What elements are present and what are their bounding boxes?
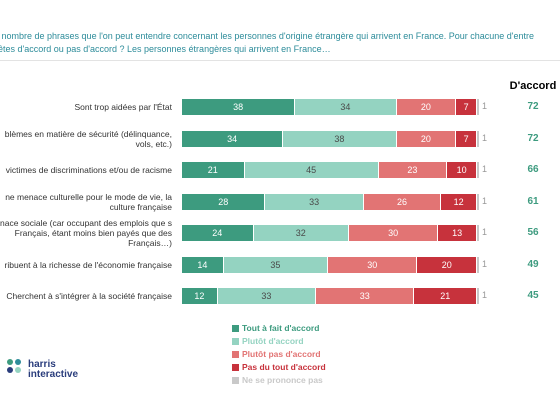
bar-segment: 7 (456, 99, 477, 115)
category-label: Sont trop aidées par l'État (74, 102, 172, 112)
bar-segment: 33 (217, 288, 316, 304)
logo-text: harris (28, 359, 56, 370)
bar-segment: 34 (295, 99, 396, 115)
chart-title: e nombre de phrases que l'on peut entend… (0, 31, 534, 41)
bar-segment: 20 (396, 99, 456, 115)
legend-swatch (232, 325, 239, 332)
value-label: 1 (482, 258, 488, 269)
category-label: Cherchent à s'intégrer à la société fran… (6, 291, 172, 301)
total-value: 56 (527, 227, 539, 238)
legend-label: Pas du tout d'accord (242, 362, 326, 372)
legend-label: Tout à fait d'accord (242, 323, 320, 333)
bar-segment (477, 193, 479, 210)
value-label: 1 (482, 290, 488, 300)
total-value: 61 (527, 195, 539, 207)
bar-segment (477, 288, 479, 304)
bar-segment: 12 (182, 288, 217, 304)
logo-text: interactive (28, 369, 79, 380)
legend-swatch (232, 351, 239, 358)
value-label: 1 (482, 101, 488, 111)
bar-segment: 38 (182, 99, 295, 115)
bar-segment: 28 (182, 193, 265, 210)
bar-segment: 32 (253, 225, 348, 241)
legend-swatch (232, 338, 239, 345)
category-label: ribuent à la richesse de l'économie fran… (4, 259, 172, 270)
bar-segment (477, 162, 479, 178)
bar-segment: 33 (265, 193, 363, 210)
legend-swatch (232, 377, 239, 384)
bar-segment: 34 (182, 130, 283, 147)
total-value: 72 (527, 101, 539, 112)
total-value: 49 (527, 258, 539, 270)
bar-segment: 20 (417, 256, 476, 273)
bar-segment: 24 (182, 225, 253, 241)
legend-label: Ne se prononce pas (242, 375, 323, 385)
bar-segment: 23 (378, 162, 447, 178)
category-label: ne menace culturelle pour le mode de vie… (5, 191, 172, 212)
value-label: 1 (482, 132, 488, 143)
category-label: victimes de discriminations et/ou de rac… (5, 165, 172, 175)
totals-header: D'accord (509, 80, 557, 92)
bar-segment: 35 (223, 256, 328, 273)
bar-segment: 30 (328, 256, 417, 273)
bar-segment: 30 (348, 225, 438, 241)
bar-segment: 13 (438, 225, 476, 241)
bar-segment: 45 (244, 162, 378, 178)
bar-segment: 33 (316, 288, 414, 304)
category-label: nace sociale (car occupant des emplois q… (0, 218, 172, 248)
bar-segment: 21 (414, 288, 477, 304)
bar-segment (477, 130, 479, 147)
chart-title: êtes d'accord ou pas d'accord ? Les pers… (0, 44, 331, 54)
value-label: 1 (482, 164, 488, 174)
separator (0, 60, 560, 61)
bar-segment (477, 256, 479, 273)
bar-segment (477, 225, 479, 241)
bar-segment: 7 (456, 130, 477, 147)
value-label: 1 (482, 227, 488, 237)
bar-segment (477, 99, 479, 115)
total-value: 66 (527, 164, 539, 175)
bar-segment: 21 (182, 162, 244, 178)
bar-segment: 10 (447, 162, 477, 178)
legend-label: Plutôt pas d'accord (242, 349, 321, 359)
total-value: 72 (527, 132, 539, 144)
legend-label: Plutôt d'accord (242, 336, 304, 346)
bar-segment: 38 (283, 130, 396, 147)
category-label: blèmes en matière de sécurité (délinquan… (4, 128, 172, 149)
total-value: 45 (527, 290, 539, 301)
logo: harris interactive (28, 360, 78, 380)
logo-icon (7, 359, 21, 373)
bar-segment: 14 (182, 256, 223, 273)
value-label: 1 (482, 195, 488, 206)
bar-segment: 20 (396, 130, 456, 147)
bar-segment: 12 (441, 193, 476, 210)
bar-segment: 26 (363, 193, 441, 210)
legend-swatch (232, 364, 239, 371)
